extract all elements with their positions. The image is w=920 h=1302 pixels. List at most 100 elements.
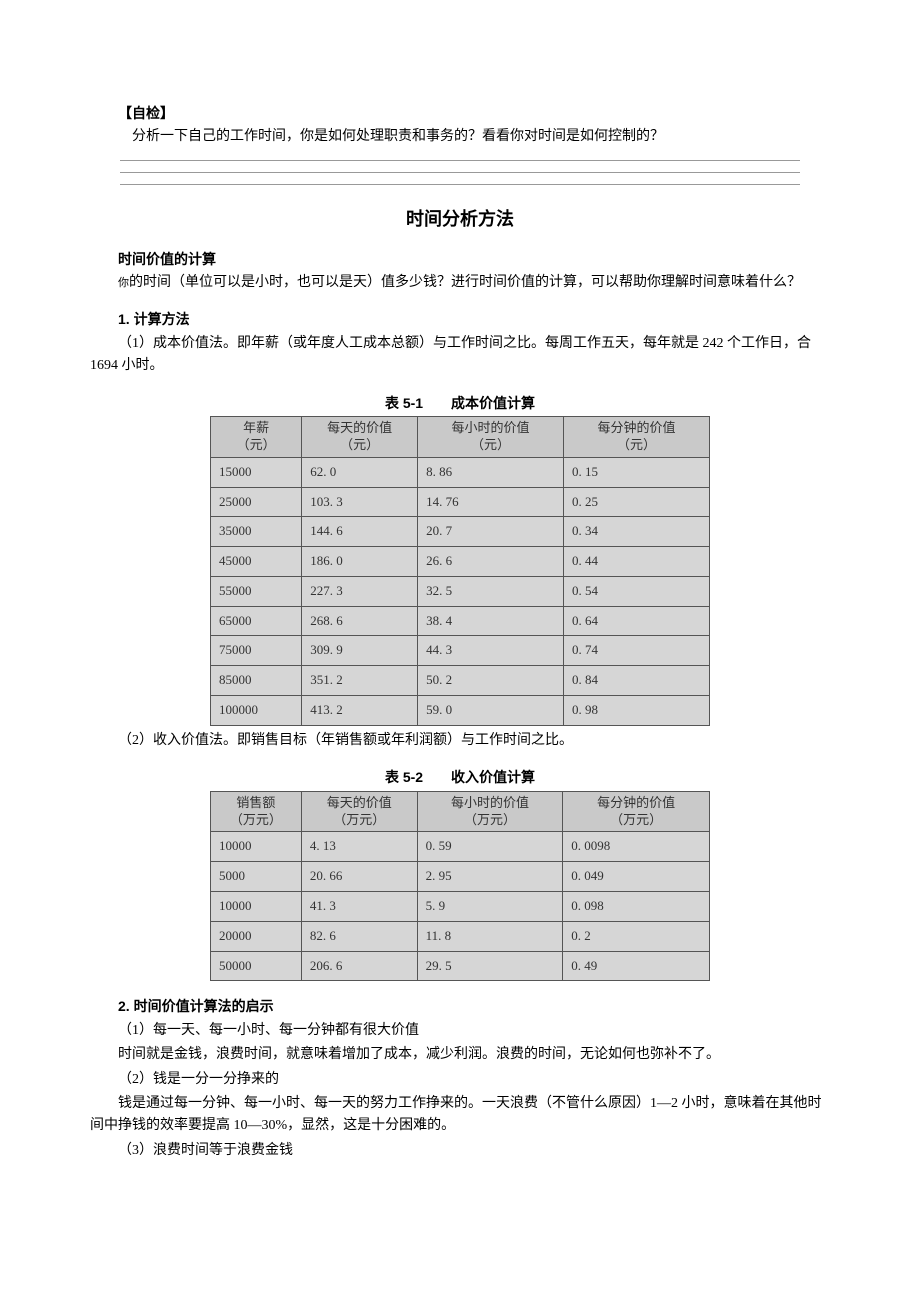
table-cell: 206. 6 <box>301 951 417 981</box>
table-cell: 29. 5 <box>417 951 563 981</box>
table-row: 75000309. 944. 30. 74 <box>211 636 710 666</box>
para-time-value: 你的时间（单位可以是小时，也可以是天）值多少钱？进行时间价值的计算，可以帮助你理… <box>90 272 830 294</box>
table-cell: 0. 98 <box>564 696 710 726</box>
table-header: 销售额（万元） <box>211 791 302 832</box>
table-row: 2000082. 611. 80. 2 <box>211 921 710 951</box>
table-cell: 4. 13 <box>301 832 417 862</box>
heading-time-value: 时间价值的计算 <box>118 248 830 270</box>
table-cell: 268. 6 <box>302 606 418 636</box>
table-header: 每分钟的价值（万元） <box>563 791 710 832</box>
table-cell: 38. 4 <box>418 606 564 636</box>
lesson-1-body: 时间就是金钱，浪费时间，就意味着增加了成本，减少利润。浪费的时间，无论如何也弥补… <box>90 1044 830 1066</box>
table-row: 65000268. 638. 40. 64 <box>211 606 710 636</box>
table-cell: 0. 54 <box>564 576 710 606</box>
table-cell: 20000 <box>211 921 302 951</box>
fill-line-2 <box>120 171 800 173</box>
table-header: 每小时的价值（万元） <box>417 791 563 832</box>
table-cell: 0. 098 <box>563 892 710 922</box>
table-cell: 75000 <box>211 636 302 666</box>
table-header: 年薪（元） <box>211 416 302 457</box>
table-cost-value: 年薪（元） 每天的价值（元） 每小时的价值（元） 每分钟的价值（元） 15000… <box>210 416 710 726</box>
table-header: 每小时的价值（元） <box>418 416 564 457</box>
table-cell: 55000 <box>211 576 302 606</box>
table-row: 55000227. 332. 50. 54 <box>211 576 710 606</box>
table-cell: 144. 6 <box>302 517 418 547</box>
table-cell: 62. 0 <box>302 457 418 487</box>
table-cell: 14. 76 <box>418 487 564 517</box>
table-row: 45000186. 026. 60. 44 <box>211 547 710 577</box>
table-cell: 41. 3 <box>301 892 417 922</box>
table-cell: 351. 2 <box>302 666 418 696</box>
table-cell: 26. 6 <box>418 547 564 577</box>
table-cell: 20. 7 <box>418 517 564 547</box>
table-cell: 65000 <box>211 606 302 636</box>
table-cell: 413. 2 <box>302 696 418 726</box>
lesson-2-body: 钱是通过每一分钟、每一小时、每一天的努力工作挣来的。一天浪费（不管什么原因）1—… <box>90 1093 830 1138</box>
table-row: 1500062. 08. 860. 15 <box>211 457 710 487</box>
table-cell: 25000 <box>211 487 302 517</box>
para-calc-1: （1）成本价值法。即年薪（或年度人工成本总额）与工作时间之比。每周工作五天，每年… <box>90 333 830 378</box>
table-cell: 5000 <box>211 862 302 892</box>
lesson-3-head: （3）浪费时间等于浪费金钱 <box>90 1140 830 1162</box>
table-cell: 0. 0098 <box>563 832 710 862</box>
table-cell: 10000 <box>211 832 302 862</box>
table-cell: 309. 9 <box>302 636 418 666</box>
table-row: 100004. 130. 590. 0098 <box>211 832 710 862</box>
table-cell: 85000 <box>211 666 302 696</box>
fill-line-1 <box>120 159 800 161</box>
table-cell: 0. 25 <box>564 487 710 517</box>
table-row: 500020. 662. 950. 049 <box>211 862 710 892</box>
table-cell: 0. 15 <box>564 457 710 487</box>
table-cell: 45000 <box>211 547 302 577</box>
para-calc-2: （2）收入价值法。即销售目标（年销售额或年利润额）与工作时间之比。 <box>90 730 830 752</box>
fill-line-3 <box>120 183 800 185</box>
table2-caption: 表 5-2 收入价值计算 <box>90 766 830 788</box>
table-cell: 35000 <box>211 517 302 547</box>
table-row: 100000413. 259. 00. 98 <box>211 696 710 726</box>
table-row: 50000206. 629. 50. 49 <box>211 951 710 981</box>
table-cell: 44. 3 <box>418 636 564 666</box>
table-cell: 15000 <box>211 457 302 487</box>
table-cell: 10000 <box>211 892 302 922</box>
table-row: 1000041. 35. 90. 098 <box>211 892 710 922</box>
table-cell: 186. 0 <box>302 547 418 577</box>
table-header: 每分钟的价值（元） <box>564 416 710 457</box>
table-header: 每天的价值（元） <box>302 416 418 457</box>
self-check-label: 【自检】 <box>118 102 830 124</box>
table-header: 每天的价值（万元） <box>301 791 417 832</box>
heading-lessons: 2. 时间价值计算法的启示 <box>118 995 830 1017</box>
table-cell: 0. 44 <box>564 547 710 577</box>
table-cell: 5. 9 <box>417 892 563 922</box>
table-cell: 0. 34 <box>564 517 710 547</box>
section-title: 时间分析方法 <box>90 205 830 234</box>
table-cell: 0. 049 <box>563 862 710 892</box>
table-cell: 8. 86 <box>418 457 564 487</box>
table-cell: 11. 8 <box>417 921 563 951</box>
table-row: 85000351. 250. 20. 84 <box>211 666 710 696</box>
table-cell: 0. 2 <box>563 921 710 951</box>
table-cell: 20. 66 <box>301 862 417 892</box>
table-row: 35000144. 620. 70. 34 <box>211 517 710 547</box>
lesson-2-head: （2）钱是一分一分挣来的 <box>90 1069 830 1091</box>
table-cell: 50000 <box>211 951 302 981</box>
table-cell: 82. 6 <box>301 921 417 951</box>
table-cell: 0. 59 <box>417 832 563 862</box>
table-cell: 100000 <box>211 696 302 726</box>
table-cell: 50. 2 <box>418 666 564 696</box>
table-cell: 2. 95 <box>417 862 563 892</box>
table-cell: 0. 49 <box>563 951 710 981</box>
document-page: 【自检】 分析一下自己的工作时间，你是如何处理职责和事务的？看看你对时间是如何控… <box>0 0 920 1302</box>
table-cell: 0. 74 <box>564 636 710 666</box>
table-cell: 227. 3 <box>302 576 418 606</box>
table-cell: 32. 5 <box>418 576 564 606</box>
table-cell: 0. 64 <box>564 606 710 636</box>
self-check-text: 分析一下自己的工作时间，你是如何处理职责和事务的？看看你对时间是如何控制的？ <box>90 126 830 148</box>
table-cell: 103. 3 <box>302 487 418 517</box>
table-income-value: 销售额（万元） 每天的价值（万元） 每小时的价值（万元） 每分钟的价值（万元） … <box>210 791 710 982</box>
table-cell: 0. 84 <box>564 666 710 696</box>
heading-calc-method: 1. 计算方法 <box>118 308 830 330</box>
lesson-1-head: （1）每一天、每一小时、每一分钟都有很大价值 <box>90 1020 830 1042</box>
table-row: 25000103. 314. 760. 25 <box>211 487 710 517</box>
table-cell: 59. 0 <box>418 696 564 726</box>
table1-caption: 表 5-1 成本价值计算 <box>90 392 830 414</box>
